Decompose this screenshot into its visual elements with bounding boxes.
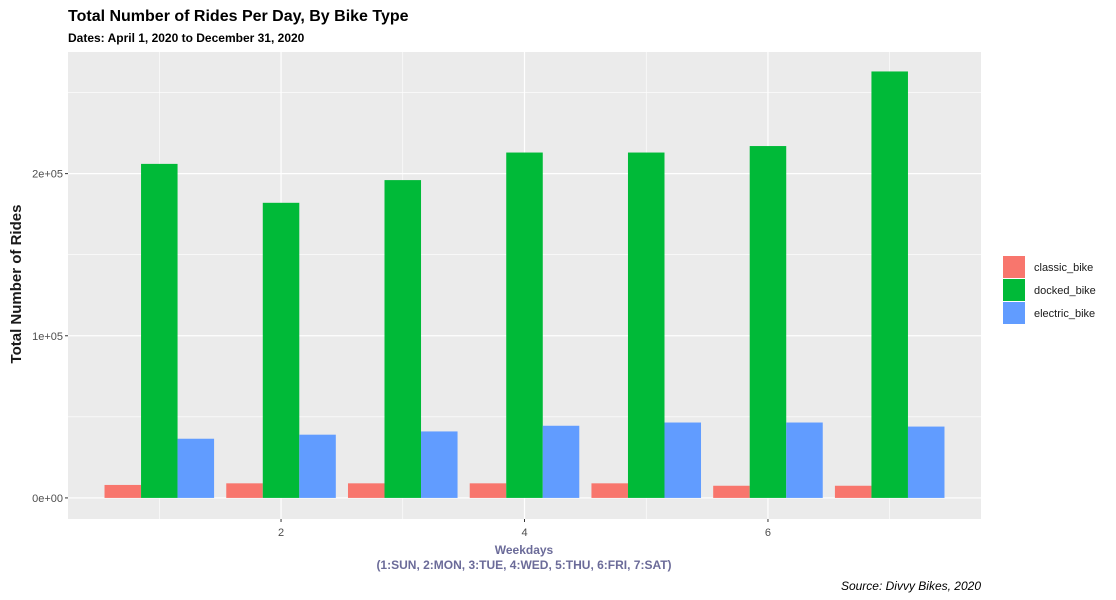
x-tick-label: 4 [521, 527, 527, 539]
bar-electric_bike-day-1 [177, 438, 215, 498]
bar-electric_bike-day-5 [664, 422, 702, 498]
bar-docked_bike-day-5 [627, 152, 665, 498]
chart-title: Total Number of Rides Per Day, By Bike T… [68, 8, 409, 25]
y-tick-label: 1e+05 [32, 331, 63, 343]
bar-classic_bike-day-2 [226, 483, 263, 498]
y-axis-label: Total Number of Rides [8, 205, 25, 364]
chart-subtitle: Dates: April 1, 2020 to December 31, 202… [68, 31, 305, 45]
bar-classic_bike-day-6 [713, 485, 750, 498]
bar-docked_bike-day-1 [141, 163, 178, 498]
bar-electric_bike-day-6 [786, 422, 823, 498]
legend-label-classic_bike: classic_bike [1034, 262, 1093, 274]
legend-key-docked_bike [1003, 279, 1025, 301]
x-axis-label: Weekdays [495, 543, 554, 557]
bar-docked_bike-day-3 [384, 180, 422, 498]
legend-key-classic_bike [1003, 256, 1025, 278]
x-tick-label: 6 [765, 527, 771, 539]
bar-electric_bike-day-3 [421, 431, 458, 498]
bar-classic_bike-day-3 [347, 483, 385, 498]
axes: 0e+00 1e+05 2e+05 2 4 6 [32, 169, 771, 539]
x-axis-label-detail: (1:SUN, 2:MON, 3:TUE, 4:WED, 5:THU, 6:FR… [376, 558, 671, 572]
legend-key-electric_bike [1003, 302, 1025, 324]
legend-label-docked_bike: docked_bike [1034, 285, 1096, 297]
chart-caption: Source: Divvy Bikes, 2020 [841, 579, 981, 593]
bar-docked_bike-day-6 [749, 146, 787, 498]
bar-electric_bike-day-2 [299, 434, 336, 498]
bars [104, 71, 945, 498]
bar-classic_bike-day-7 [834, 485, 872, 498]
bar-classic_bike-day-5 [591, 483, 628, 498]
bar-classic_bike-day-1 [104, 484, 142, 498]
bar-docked_bike-day-7 [871, 71, 908, 498]
bar-docked_bike-day-4 [506, 152, 543, 498]
legend: classic_bike docked_bike electric_bike [1003, 256, 1096, 324]
y-tick-label: 0e+00 [32, 493, 63, 505]
y-tick-label: 2e+05 [32, 169, 63, 181]
bar-electric_bike-day-4 [542, 425, 580, 498]
bar-classic_bike-day-4 [469, 483, 507, 498]
bar-electric_bike-day-7 [907, 426, 945, 498]
legend-label-electric_bike: electric_bike [1034, 308, 1095, 320]
bar-docked_bike-day-2 [262, 202, 300, 498]
x-tick-label: 2 [278, 527, 284, 539]
